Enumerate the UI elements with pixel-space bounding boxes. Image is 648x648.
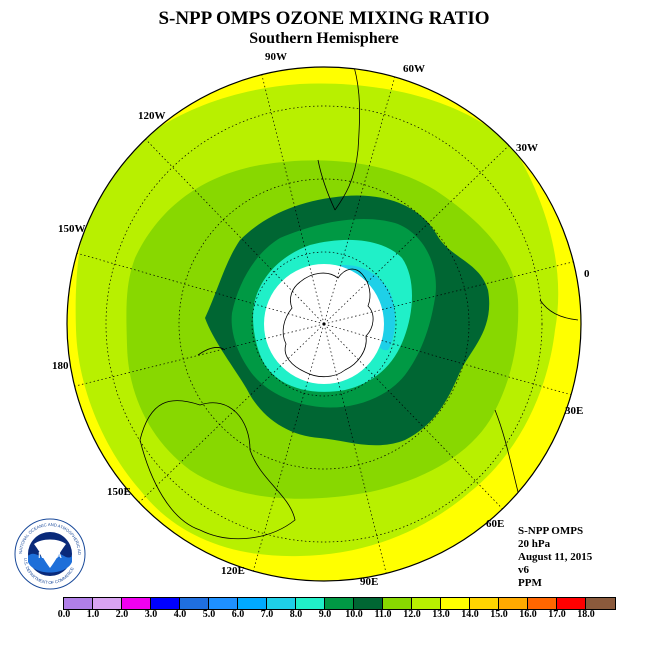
info-instrument: S-NPP OMPS bbox=[518, 525, 584, 537]
meridian-line bbox=[323, 76, 396, 325]
lon-label-60e: 60E bbox=[486, 518, 505, 530]
colorbar-swatch bbox=[412, 598, 441, 609]
colorbar-tick-label: 18.0 bbox=[577, 609, 595, 620]
lon-label-0: 0 bbox=[584, 268, 590, 280]
colorbar-tick-label: 12.0 bbox=[403, 609, 421, 620]
colorbar-tick-label: 2.0 bbox=[115, 609, 129, 620]
colorbar-tick-label: 8.0 bbox=[289, 609, 303, 620]
colorbar-swatch bbox=[122, 598, 151, 609]
meridian-line bbox=[76, 252, 325, 325]
meridian-line bbox=[138, 323, 325, 503]
meridian-line bbox=[323, 323, 503, 510]
graticule bbox=[74, 74, 574, 574]
colorbar-swatch bbox=[557, 598, 586, 609]
meridian-line bbox=[323, 323, 387, 574]
africa-coastline bbox=[494, 299, 579, 501]
south-pole-marker bbox=[322, 322, 326, 326]
colorbar-swatch bbox=[93, 598, 122, 609]
antarctica-coastline bbox=[282, 268, 374, 378]
map-subtitle: Southern Hemisphere bbox=[249, 30, 399, 47]
info-units: PPM bbox=[518, 577, 542, 589]
new-zealand-coastline bbox=[197, 347, 226, 356]
colorbar-swatch bbox=[586, 598, 615, 609]
colorbar-tick-label: 9.0 bbox=[318, 609, 332, 620]
lon-label-150e: 150E bbox=[107, 486, 131, 498]
colorbar-tick-label: 11.0 bbox=[374, 609, 392, 620]
lon-label-90e: 90E bbox=[360, 576, 379, 588]
south-america-coastline bbox=[317, 67, 361, 211]
colorbar-swatch bbox=[528, 598, 557, 609]
colorbar-swatch bbox=[151, 598, 180, 609]
colorbar-tick-label: 1.0 bbox=[86, 609, 100, 620]
meridian-line bbox=[323, 261, 574, 325]
meridian-line bbox=[252, 323, 325, 572]
info-version: v6 bbox=[518, 564, 529, 576]
colorbar-tick-label: 13.0 bbox=[432, 609, 450, 620]
lon-label-120e: 120E bbox=[221, 565, 245, 577]
colorbar-swatch bbox=[296, 598, 325, 609]
meridian-line bbox=[261, 74, 325, 325]
colorbar-tick-label: 14.0 bbox=[461, 609, 479, 620]
info-date: August 11, 2015 bbox=[518, 551, 593, 563]
meridian-line bbox=[323, 323, 572, 396]
colorbar-swatch bbox=[209, 598, 238, 609]
colorbar-tick-label: 7.0 bbox=[260, 609, 274, 620]
lon-label-120w: 120W bbox=[138, 110, 166, 122]
colorbar-tick-label: 0.0 bbox=[57, 609, 71, 620]
australia-coastline bbox=[139, 400, 296, 540]
colorbar-tick-label: 6.0 bbox=[231, 609, 245, 620]
lon-label-60w: 60W bbox=[403, 63, 425, 75]
colorbar-swatch bbox=[180, 598, 209, 609]
lon-label-150w: 150W bbox=[58, 223, 86, 235]
lon-label-180: 180 bbox=[52, 360, 69, 372]
map-boundary bbox=[66, 66, 582, 582]
colorbar-tick-label: 15.0 bbox=[490, 609, 508, 620]
colorbar-swatch bbox=[325, 598, 354, 609]
lon-label-30e: 30E bbox=[565, 405, 584, 417]
meridian-line bbox=[323, 145, 510, 325]
colorbar-tick-label: 10.0 bbox=[345, 609, 363, 620]
colorbar-swatch bbox=[383, 598, 412, 609]
colorbar-swatch bbox=[238, 598, 267, 609]
map-title: S-NPP OMPS OZONE MIXING RATIO bbox=[158, 8, 490, 29]
info-level: 20 hPa bbox=[518, 538, 551, 550]
lon-label-30w: 30W bbox=[516, 142, 538, 154]
meridian-line bbox=[145, 138, 325, 325]
colorbar-tick-label: 17.0 bbox=[548, 609, 566, 620]
meridian-line bbox=[74, 323, 325, 387]
colorbar-swatch bbox=[499, 598, 528, 609]
noaa-logo: NATIONAL OCEANIC AND ATMOSPHERIC ADMINIS… bbox=[14, 518, 86, 590]
colorbar-tick-label: 16.0 bbox=[519, 609, 537, 620]
colorbar-swatch bbox=[267, 598, 296, 609]
colorbar-tick-label: 3.0 bbox=[144, 609, 158, 620]
noaa-logo-text: NOAA bbox=[38, 551, 62, 560]
colorbar-swatch bbox=[64, 598, 93, 609]
coastlines bbox=[139, 67, 579, 540]
colorbar-tick-label: 5.0 bbox=[202, 609, 216, 620]
colorbar bbox=[63, 597, 616, 610]
colorbar-swatch bbox=[441, 598, 470, 609]
colorbar-tick-label: 4.0 bbox=[173, 609, 187, 620]
colorbar-swatch bbox=[470, 598, 499, 609]
lon-label-90w: 90W bbox=[265, 51, 287, 63]
colorbar-swatch bbox=[354, 598, 383, 609]
